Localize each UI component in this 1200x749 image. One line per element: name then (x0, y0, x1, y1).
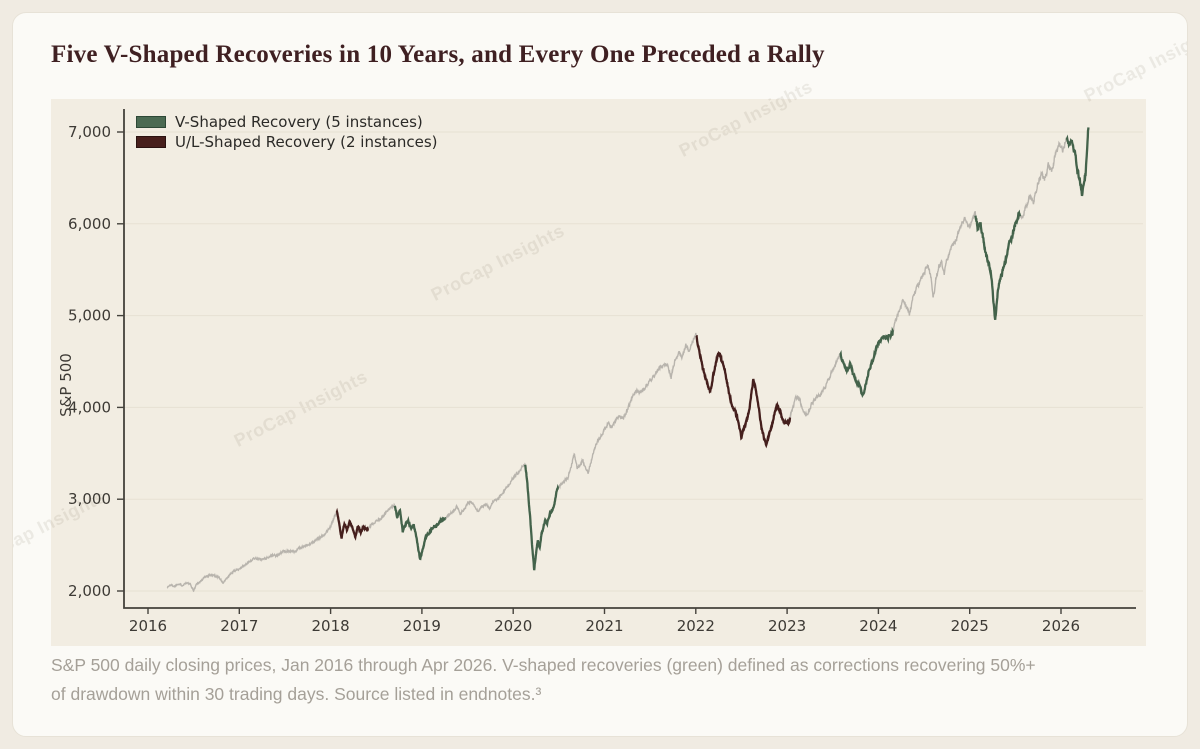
ul-shaped-swatch (136, 136, 166, 148)
x-axis-tick-label: 2023 (768, 617, 806, 635)
price-line-normal-segment (1019, 137, 1068, 220)
x-axis-tick-label: 2024 (859, 617, 897, 635)
y-axis-tick-label: 7,000 (68, 123, 111, 141)
price-line-v-recovery-segment (974, 209, 1022, 320)
x-axis-tick-label: 2022 (677, 617, 715, 635)
x-axis-tick-label: 2019 (403, 617, 441, 635)
x-axis-tick-label: 2017 (220, 617, 258, 635)
legend-item-v-shaped: V-Shaped Recovery (5 instances) (136, 112, 438, 132)
y-axis-tick-label: 2,000 (68, 582, 111, 600)
caption-line-2: of drawdown within 30 trading days. Sour… (51, 684, 542, 704)
x-axis-tick-label: 2021 (585, 617, 623, 635)
y-axis-title: S&P 500 (57, 353, 75, 417)
x-axis-tick-label: 2018 (312, 617, 350, 635)
x-axis-tick-label: 2016 (129, 617, 167, 635)
x-axis-tick-label: 2026 (1042, 617, 1080, 635)
price-line-v-recovery-segment (393, 505, 447, 561)
price-line-normal-segment (166, 512, 338, 593)
page-title: Five V-Shaped Recoveries in 10 Years, an… (51, 41, 825, 68)
x-axis-tick-label: 2025 (951, 617, 989, 635)
price-line-normal-segment (892, 210, 977, 332)
chart-card: ProCap Insights ProCap Insights ProCap I… (12, 12, 1188, 737)
price-line-v-recovery-segment (524, 464, 560, 571)
price-line-normal-segment (445, 462, 526, 520)
y-axis-tick-label: 6,000 (68, 215, 111, 233)
legend-label-v-shaped: V-Shaped Recovery (5 instances) (175, 113, 423, 131)
price-line-v-recovery-segment (839, 326, 895, 399)
legend-label-ul-shaped: U/L-Shaped Recovery (2 instances) (175, 133, 438, 151)
price-line-normal-segment (789, 353, 841, 418)
price-line-normal-segment (557, 332, 697, 490)
sp500-chart: 2,000 3,000 4,000 5,000 6,000 7,000 2016 2017 20… (68, 109, 1143, 635)
watermark: ProCap Insights (1080, 21, 1188, 106)
chart-legend: V-Shaped Recovery (5 instances) U/L-Shap… (136, 112, 438, 152)
y-axis-tick-label: 4,000 (68, 398, 111, 416)
legend-item-ul-shaped: U/L-Shaped Recovery (2 instances) (136, 132, 438, 152)
chart-panel: 2,000 3,000 4,000 5,000 6,000 7,000 2016 2017 20… (51, 99, 1146, 646)
caption-line-1: S&P 500 daily closing prices, Jan 2016 t… (51, 655, 1036, 675)
price-line-ul-recovery-segment (695, 334, 792, 449)
y-axis-tick-label: 5,000 (68, 307, 111, 325)
price-line-ul-recovery-segment (335, 507, 370, 541)
chart-caption: S&P 500 daily closing prices, Jan 2016 t… (51, 651, 1176, 709)
axis-lines (123, 109, 1136, 609)
v-shaped-swatch (136, 116, 166, 128)
price-line-v-recovery-segment (1065, 127, 1090, 197)
price-line-normal-segment (367, 502, 396, 530)
y-axis-tick-label: 3,000 (68, 490, 111, 508)
x-axis-tick-label: 2020 (494, 617, 532, 635)
